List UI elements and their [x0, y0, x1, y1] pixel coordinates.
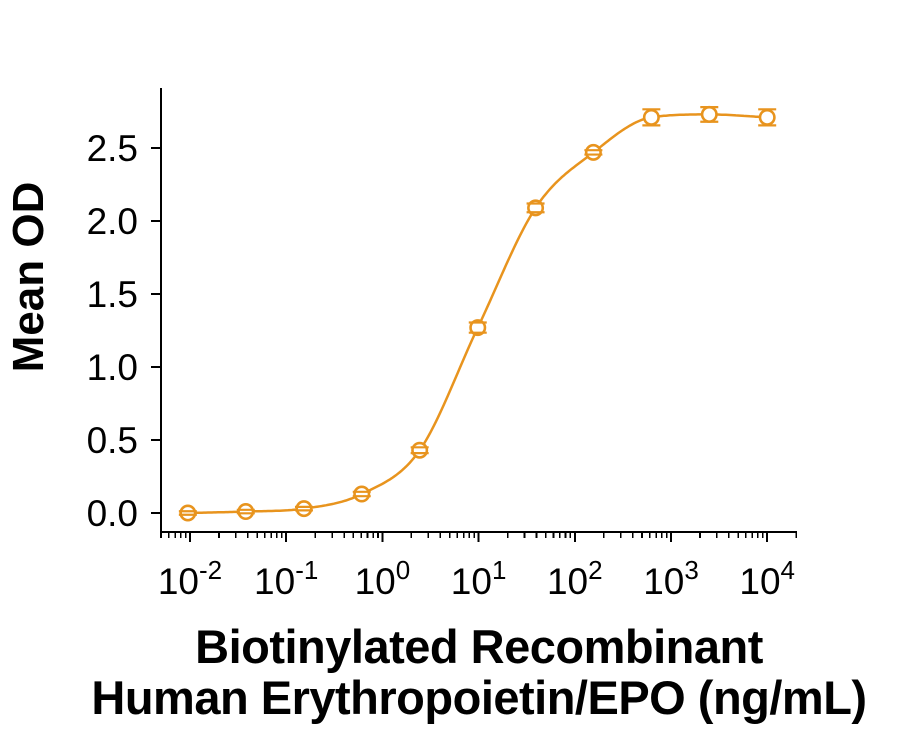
fit-curve — [186, 113, 769, 515]
x-axis-title-line2: Human Erythropoietin/EPO (ng/mL) — [91, 671, 867, 724]
data-point-marker — [179, 504, 197, 522]
x-tick-label: 102 — [547, 555, 603, 602]
data-point-marker — [295, 500, 313, 518]
x-tick-label: 104 — [739, 555, 795, 602]
x-axis-title: Biotinylated Recombinant Human Erythropo… — [59, 621, 899, 723]
y-tick-label: 1.0 — [87, 347, 138, 388]
x-tick-label: 10-1 — [254, 555, 318, 602]
y-tick-label: 0.5 — [87, 420, 138, 461]
y-tick-label: 2.0 — [87, 201, 138, 242]
data-point-marker — [353, 485, 371, 503]
data-point-marker — [642, 108, 660, 126]
x-axis-title-line1: Biotinylated Recombinant — [195, 620, 763, 673]
x-tick-label: 103 — [643, 555, 699, 602]
data-point-marker — [237, 503, 255, 521]
plot-area: 10-2 10-1 100 101 102 103 104 0.0 0.5 1.0 1.5 2.0 2.… — [87, 88, 797, 602]
data-point-marker — [700, 105, 718, 123]
y-axis-title: Mean OD — [4, 181, 53, 373]
data-point-marker — [584, 143, 602, 161]
x-tick-label: 100 — [355, 555, 411, 602]
y-tick-label: 1.5 — [87, 274, 138, 315]
x-tick-label: 101 — [451, 555, 507, 602]
data-point-marker — [469, 319, 487, 337]
data-point-marker — [411, 441, 429, 459]
y-tick-label: 0.0 — [87, 493, 138, 534]
y-tick-label: 2.5 — [87, 128, 138, 169]
x-tick-label: 10-2 — [158, 555, 222, 602]
data-point-marker — [758, 108, 776, 126]
